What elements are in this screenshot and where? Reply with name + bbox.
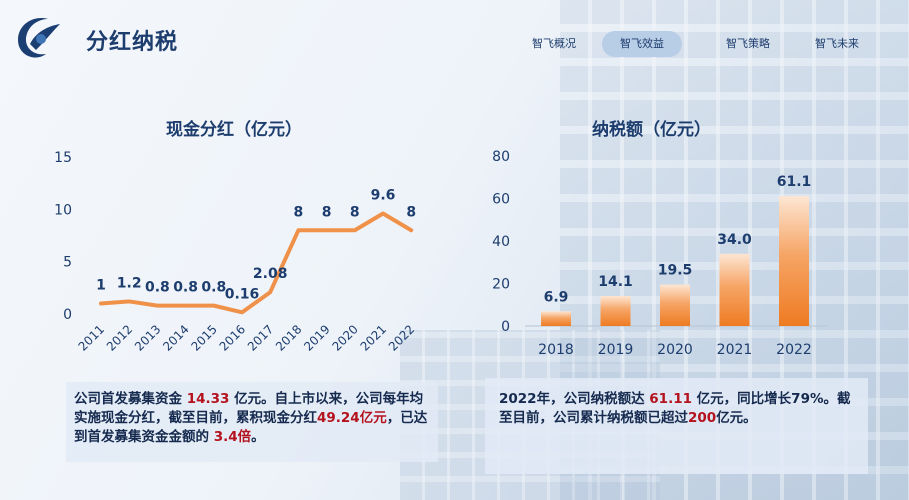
dividend-data-label: 8 xyxy=(350,204,360,220)
dividend-data-label: 1 xyxy=(96,278,106,294)
dividend-series-line xyxy=(99,211,414,315)
tax-bar xyxy=(660,284,690,326)
tax-y-tick-label: 40 xyxy=(492,234,510,250)
dividend-data-label: 9.6 xyxy=(371,188,396,204)
dividend-data-label: 0.8 xyxy=(145,280,170,296)
tax-y-tick-label: 60 xyxy=(492,192,510,208)
tax-data-label: 19.5 xyxy=(658,263,693,279)
dividend-data-label: 8 xyxy=(294,204,304,220)
tax-data-label: 34.0 xyxy=(717,232,752,248)
tax-text-part: 2022年，公司纳税额达 xyxy=(499,391,650,407)
tab-future[interactable]: 智飞未来 xyxy=(815,37,859,50)
tax-x-tick-label: 2022 xyxy=(776,342,812,358)
dividend-data-label: 2.08 xyxy=(253,266,288,282)
dividend-y-tick-label: 5 xyxy=(63,255,72,271)
dividend-y-tick-label: 10 xyxy=(54,202,72,218)
dividend-data-label: 8 xyxy=(406,204,416,220)
dividend-data-label: 0.8 xyxy=(201,280,226,296)
dividend-info-text: 公司首发募集资金 14.33 亿元。自上市以来，公司每年均实施现金分红，截至目前… xyxy=(74,390,434,447)
cumulative-tax-value: 200 xyxy=(688,410,717,426)
dividend-text-part: 。 xyxy=(251,429,265,445)
tax-x-tick-label: 2018 xyxy=(538,342,574,358)
dividend-data-label: 0.16 xyxy=(225,286,260,302)
dividend-data-label: 1.2 xyxy=(117,275,142,291)
dividend-data-label: 0.8 xyxy=(173,280,198,296)
tax-y-tick-label: 0 xyxy=(501,319,510,335)
tax-bar xyxy=(719,253,750,326)
tax-y-tick-label: 80 xyxy=(492,149,510,165)
tax-info-panel: 2022年，公司纳税额达 61.11 亿元，同比增长79%。截至目前，公司累计纳… xyxy=(485,378,868,474)
tax-text-part: 亿元，同比增长79%。截至目前，公司累计纳税额已超过 xyxy=(499,391,851,426)
tax-bar xyxy=(541,311,571,326)
dividend-chart-title: 现金分红（亿元） xyxy=(166,120,302,140)
dividend-y-tick-label: 0 xyxy=(63,307,72,323)
tax-x-tick-label: 2019 xyxy=(598,342,634,358)
tax-data-label: 61.1 xyxy=(777,174,812,190)
dividend-raised-capital-value: 14.33 xyxy=(186,391,230,407)
tab-overview[interactable]: 智飞概况 xyxy=(532,37,576,50)
dividend-text-part: 公司首发募集资金 xyxy=(74,391,187,407)
tax-y-tick-label: 20 xyxy=(492,277,510,293)
header: 分红纳税 智飞概况 智飞效益 智飞策略 智飞未来 xyxy=(0,0,909,82)
tab-benefits[interactable]: 智飞效益 xyxy=(602,31,682,57)
dividend-multiple-value: 3.4倍 xyxy=(213,429,252,445)
dividend-data-label: 8 xyxy=(322,204,332,220)
page-title: 分红纳税 xyxy=(86,30,179,55)
tax-data-label: 6.9 xyxy=(544,289,569,305)
dividend-y-tick-label: 15 xyxy=(54,150,72,166)
tax-x-tick-label: 2021 xyxy=(717,342,753,358)
tax-chart-title: 纳税额（亿元） xyxy=(592,120,711,140)
cumulative-dividend-value: 49.24亿元 xyxy=(317,410,387,426)
tax-text-part: 亿元。 xyxy=(716,410,757,426)
company-logo-icon xyxy=(10,10,66,66)
dividend-text-part: 亿元。自上市以来，公司每年均实施现金分红，截至目前，累积现金分红 xyxy=(74,391,424,426)
tax-data-label: 14.1 xyxy=(598,274,633,290)
dividend-info-panel: 公司首发募集资金 14.33 亿元。自上市以来，公司每年均实施现金分红，截至目前… xyxy=(66,382,438,462)
tab-strategy[interactable]: 智飞策略 xyxy=(726,37,770,50)
tax-bar xyxy=(600,296,631,326)
tax-info-text: 2022年，公司纳税额达 61.11 亿元，同比增长79%。截至目前，公司累计纳… xyxy=(499,390,859,428)
tax-x-tick-label: 2020 xyxy=(657,342,693,358)
tax-2022-value: 61.11 xyxy=(649,391,692,407)
dividend-text-part: ，已达到首发募集资金金额的 xyxy=(74,410,428,445)
tax-bar xyxy=(779,196,809,326)
